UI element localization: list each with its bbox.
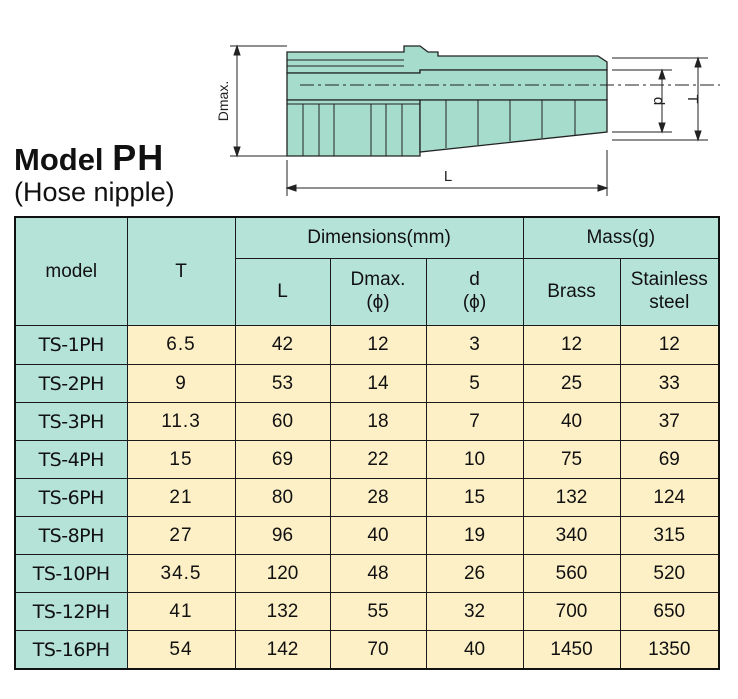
row-stainless: 520 bbox=[619, 554, 720, 593]
row-stainless: 650 bbox=[619, 592, 720, 631]
row-brass: 132 bbox=[522, 478, 621, 517]
row-brass: 12 bbox=[522, 325, 621, 365]
row-model: TS-4PH bbox=[14, 440, 128, 479]
row-d: 19 bbox=[425, 516, 524, 555]
header-t: T bbox=[126, 216, 236, 326]
row-d: 3 bbox=[425, 325, 524, 365]
row-dmax: 40 bbox=[329, 516, 427, 555]
table-row: TS-8PH 27 96 40 19 340 315 bbox=[14, 516, 720, 555]
row-l: 80 bbox=[234, 478, 331, 517]
header-dmax: Dmax. (ϕ) bbox=[329, 258, 427, 326]
part-detail-lines bbox=[287, 59, 720, 156]
row-t: 11.3 bbox=[126, 402, 236, 441]
row-brass: 25 bbox=[522, 364, 621, 403]
row-dmax: 70 bbox=[329, 630, 427, 670]
row-brass: 700 bbox=[522, 592, 621, 631]
header-d: d (ϕ) bbox=[425, 258, 524, 326]
table-row: TS-6PH 21 80 28 15 132 124 bbox=[14, 478, 720, 517]
row-brass: 340 bbox=[522, 516, 621, 555]
d-label: d bbox=[650, 97, 667, 105]
model-subtitle: (Hose nipple) bbox=[14, 177, 175, 207]
row-model: TS-1PH bbox=[14, 325, 128, 365]
table-row: TS-16PH 54 142 70 40 1450 1350 bbox=[14, 630, 720, 670]
row-dmax: 55 bbox=[329, 592, 427, 631]
row-l: 53 bbox=[234, 364, 331, 403]
row-model: TS-8PH bbox=[14, 516, 128, 555]
row-d: 7 bbox=[425, 402, 524, 441]
row-l: 69 bbox=[234, 440, 331, 479]
row-model: TS-6PH bbox=[14, 478, 128, 517]
row-t: 15 bbox=[126, 440, 236, 479]
row-l: 142 bbox=[234, 630, 331, 670]
row-brass: 560 bbox=[522, 554, 621, 593]
row-brass: 75 bbox=[522, 440, 621, 479]
row-t: 21 bbox=[126, 478, 236, 517]
t-label: T bbox=[684, 94, 701, 103]
table-row: TS-12PH 41 132 55 32 700 650 bbox=[14, 592, 720, 631]
model-code: PH bbox=[112, 137, 165, 178]
spec-table: model T Dimensions(mm) Mass(g) L Dmax. (ϕ… bbox=[14, 216, 721, 670]
row-model: TS-3PH bbox=[14, 402, 128, 441]
row-l: 42 bbox=[234, 325, 331, 365]
l-label: L bbox=[444, 168, 452, 185]
row-stainless: 1350 bbox=[619, 630, 720, 670]
dimension-lines bbox=[230, 44, 708, 196]
model-prefix: Model bbox=[14, 142, 104, 177]
row-dmax: 28 bbox=[329, 478, 427, 517]
header-brass: Brass bbox=[522, 258, 621, 326]
row-brass: 40 bbox=[522, 402, 621, 441]
row-t: 34.5 bbox=[126, 554, 236, 593]
row-stainless: 12 bbox=[619, 325, 720, 365]
row-stainless: 124 bbox=[619, 478, 720, 517]
header-l: L bbox=[234, 258, 331, 326]
row-l: 132 bbox=[234, 592, 331, 631]
row-d: 10 bbox=[425, 440, 524, 479]
row-d: 5 bbox=[425, 364, 524, 403]
table-row: TS-2PH 9 53 14 5 25 33 bbox=[14, 364, 720, 403]
row-stainless: 37 bbox=[619, 402, 720, 441]
row-t: 41 bbox=[126, 592, 236, 631]
table-row: TS-3PH 11.3 60 18 7 40 37 bbox=[14, 402, 720, 441]
row-l: 60 bbox=[234, 402, 331, 441]
header-model: model bbox=[14, 216, 128, 326]
row-dmax: 14 bbox=[329, 364, 427, 403]
row-dmax: 22 bbox=[329, 440, 427, 479]
row-model: TS-10PH bbox=[14, 554, 128, 593]
row-l: 120 bbox=[234, 554, 331, 593]
row-d: 32 bbox=[425, 592, 524, 631]
row-brass: 1450 bbox=[522, 630, 621, 670]
header-mass: Mass(g) bbox=[522, 216, 720, 259]
row-stainless: 315 bbox=[619, 516, 720, 555]
dmax-label: Dmax. bbox=[215, 81, 231, 121]
row-t: 9 bbox=[126, 364, 236, 403]
row-dmax: 12 bbox=[329, 325, 427, 365]
row-t: 6.5 bbox=[126, 325, 236, 365]
model-heading: Model PH bbox=[14, 140, 175, 176]
row-dmax: 18 bbox=[329, 402, 427, 441]
header-stainless: Stainless steel bbox=[619, 258, 720, 326]
row-d: 15 bbox=[425, 478, 524, 517]
row-model: TS-16PH bbox=[14, 630, 128, 670]
table-row: TS-4PH 15 69 22 10 75 69 bbox=[14, 440, 720, 479]
part-outline bbox=[286, 45, 608, 157]
header-dimensions: Dimensions(mm) bbox=[234, 216, 524, 259]
row-l: 96 bbox=[234, 516, 331, 555]
model-title: Model PH (Hose nipple) bbox=[14, 140, 175, 206]
row-dmax: 48 bbox=[329, 554, 427, 593]
row-d: 26 bbox=[425, 554, 524, 593]
row-stainless: 33 bbox=[619, 364, 720, 403]
row-t: 27 bbox=[126, 516, 236, 555]
table-row: TS-1PH 6.5 42 12 3 12 12 bbox=[14, 325, 720, 365]
row-model: TS-12PH bbox=[14, 592, 128, 631]
row-model: TS-2PH bbox=[14, 364, 128, 403]
row-t: 54 bbox=[126, 630, 236, 670]
row-stainless: 69 bbox=[619, 440, 720, 479]
hose-nipple-diagram: Dmax. d T L bbox=[215, 44, 720, 196]
row-d: 40 bbox=[425, 630, 524, 670]
table-row: TS-10PH 34.5 120 48 26 560 520 bbox=[14, 554, 720, 593]
